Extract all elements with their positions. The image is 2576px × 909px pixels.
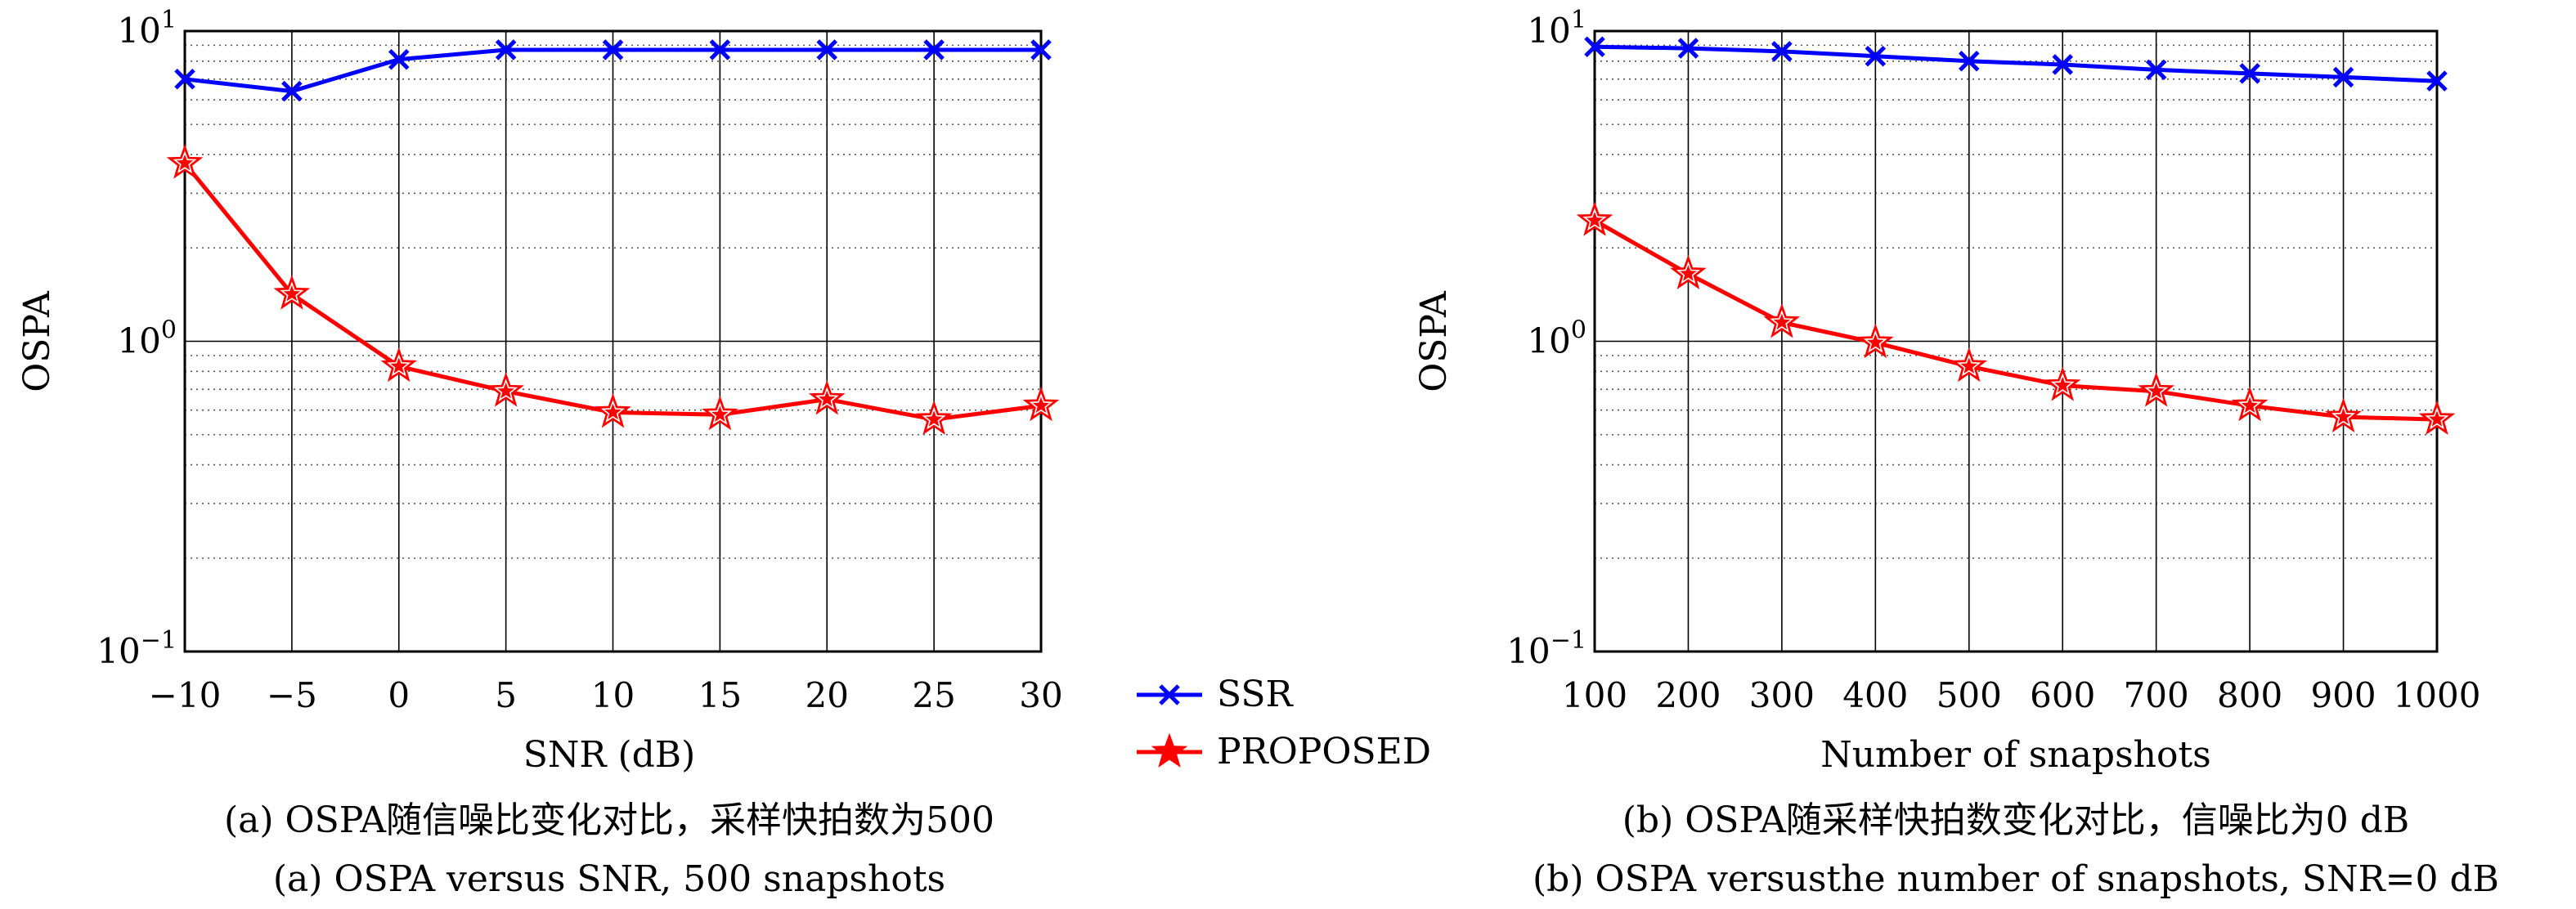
panel-b-ssr-point [1865,45,1887,67]
panel-a-x-tick-label: 10 [591,675,635,715]
panel-a-ylabel: OSPA [16,290,58,392]
panel-a-marks [166,39,1060,436]
panel-b-ticks: 100 200 300 400 500 600 700 800 900 100010−110010… [1506,6,2480,715]
panel-a-x-tick-label: 15 [698,675,742,715]
panel-b-axes-frame [1593,29,2439,653]
panel-b-ssr-point [2052,54,2073,75]
panel-a-caption-en: (a) OSPA versus SNR, 500 snapshots [273,858,945,900]
panel-b-proposed-point [1763,302,1801,338]
panel-a-proposed-point [808,380,846,415]
panel-a-ssr-point [1030,39,1052,60]
legend-proposed-label: PROPOSED [1217,731,1431,772]
panel-b-proposed-point [2325,397,2362,433]
panel-a-ssr-point [281,80,303,102]
panel-a-ticks: −10 −5 0 5 10 15 20 25 30 10−1 100 101 [96,6,1062,715]
panel-b-x-tick-label: 100 [1562,675,1627,715]
panel-b-x-tick-label: 700 [2124,675,2189,715]
panel-b-y-tick-label: 10−1 [1506,626,1586,671]
panel-a-proposed-point [166,144,204,179]
panel-b-ylabel: OSPA [1413,290,1455,392]
panel-a-x-tick-label: 20 [806,675,849,715]
panel-b-x-tick-label: 300 [1749,675,1815,715]
panel-b-ssr-point [2332,66,2354,88]
panel-a-x-tick-label: 0 [388,675,410,715]
panel-a-proposed-point [1022,386,1060,422]
panel-b-x-tick-label: 200 [1655,675,1721,715]
panel-b-caption-en: (b) OSPA versusthe number of snapshots, … [1533,858,2499,900]
legend-ssr-x-icon [1159,684,1180,705]
panel-a-xlabel: SNR (dB) [523,734,696,776]
panel-a-ssr-point [495,39,517,60]
panel-b-proposed-point [1950,347,1988,383]
panel-a-x-tick-label: 25 [912,675,955,715]
panel-b-x-tick-label: 1000 [2394,675,2481,715]
legend-proposed-star-icon [1151,732,1188,768]
panel-b-x-tick-label: 400 [1842,675,1908,715]
panel-a-y-tick-label: 10−1 [96,626,177,671]
panel-b-ssr-point [2426,70,2448,92]
panel-b-x-tick-label: 500 [1936,675,2002,715]
legend-entry-proposed: PROPOSED [1137,731,1431,772]
panel-b-x-tick-label: 900 [2310,675,2376,715]
panel-b-ssr-point [1771,41,1793,62]
panel-b-x-tick-label: 600 [2030,675,2095,715]
panel-a-proposed-point [273,275,311,310]
panel-a-y-tick-label: 100 [117,316,177,361]
panel-b-proposed-point [2044,366,2081,401]
panel-b-series-proposed-line [1593,218,2438,422]
panel-a-y-tick-label: 101 [117,6,177,51]
panel-b-ssr-point [1584,36,1605,57]
panel-a-proposed-point [380,347,418,383]
panel-b-proposed-point [2231,386,2269,422]
panel-b-ssr-point [2239,63,2260,84]
panel-a-grid [183,29,1043,653]
panel-b-caption-cn: (b) OSPA随采样快拍数变化对比，信噪比为0 dB [1622,799,2410,841]
panel-a-proposed-point [487,372,524,407]
panel-a-proposed-point [595,392,631,428]
panel-a-ssr-point [388,48,410,70]
panel-b-ssr-point [1959,51,1980,72]
legend-ssr-label: SSR [1217,674,1295,715]
panel-b-grid [1593,29,2439,653]
legend: SSR PROPOSED [1137,674,1431,772]
panel-b-proposed-point [1576,201,1613,236]
panel-b-x-tick-label: 800 [2217,675,2282,715]
panel-b-y-tick-label: 101 [1527,6,1586,51]
panel-a-chart: −10 −5 0 5 10 15 20 25 30 10−1 100 101 SNR (dB) OSP… [16,6,1063,900]
panel-a-ssr-point [174,69,195,90]
panel-b-proposed-point [2138,372,2174,407]
panel-b-marks [1576,36,2456,436]
panel-a-axes-frame [183,29,1043,653]
panel-a-ssr-point [602,39,624,60]
panel-b-ssr-point [2145,59,2167,81]
panel-a-ssr-point [709,39,731,60]
panel-a-proposed-point [915,400,953,436]
panel-a-ssr-point [923,39,945,60]
panel-a-x-tick-label: 30 [1019,675,1062,715]
legend-entry-ssr: SSR [1137,674,1295,715]
panel-b-y-tick-label: 100 [1527,316,1586,361]
panel-b-proposed-point [1857,323,1894,359]
panel-a-ssr-point [816,39,838,60]
panel-a-x-tick-label: 5 [495,675,517,715]
panel-a-x-tick-label: −10 [149,675,222,715]
panel-b-proposed-point [2418,400,2456,436]
panel-b-series-ssr-line [1594,44,2438,83]
panel-b-proposed-point [1670,254,1707,289]
panel-a-proposed-point [702,395,738,431]
panel-b-ssr-point [1677,38,1699,59]
panel-a-x-tick-label: −5 [267,675,317,715]
panel-b-xlabel: Number of snapshots [1820,734,2211,776]
panel-a-caption-cn: (a) OSPA随信噪比变化对比，采样快拍数为500 [224,799,994,841]
panel-b-chart: 100 200 300 400 500 600 700 800 900 100010−110010… [1413,6,2499,900]
